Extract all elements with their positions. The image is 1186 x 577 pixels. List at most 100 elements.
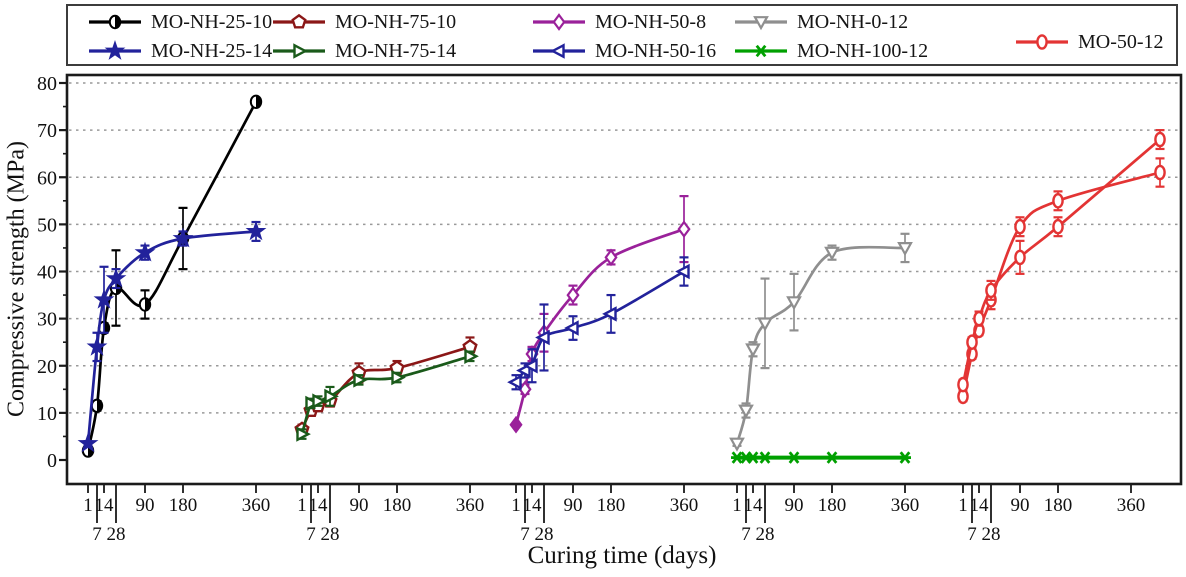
marker-triangle-down-icon bbox=[745, 343, 761, 358]
mo-nh-75-10-marker-icon bbox=[273, 13, 325, 29]
x-tick-label: 1 bbox=[511, 495, 521, 516]
marker-diamond-icon bbox=[552, 13, 566, 31]
marker-star-icon bbox=[172, 227, 194, 248]
y-axis-title: Compressive strength (MPa) bbox=[3, 141, 30, 417]
y-tick-label: 60 bbox=[37, 167, 57, 189]
marker-triangle-left-icon bbox=[523, 358, 538, 374]
x-axis-title: Curing time (days) bbox=[527, 542, 717, 569]
marker-ellipse-icon bbox=[966, 334, 978, 351]
marker-triangle-left-icon bbox=[675, 263, 690, 280]
series-line bbox=[86, 230, 257, 444]
x-tick-label: 28 bbox=[321, 524, 340, 545]
marker-triangle-left-icon bbox=[602, 306, 617, 322]
marker-triangle-right-icon bbox=[312, 393, 327, 409]
x-tick-label: 1 bbox=[83, 495, 93, 516]
x-tick-label: 360 bbox=[1117, 495, 1146, 516]
x-tick-label: 1 bbox=[958, 495, 968, 516]
legend-label: MO-NH-50-16 bbox=[595, 39, 717, 62]
marker-asterisk-icon bbox=[899, 451, 911, 464]
marker-triangle-left-icon bbox=[550, 43, 565, 59]
marker-triangle-left-icon bbox=[507, 374, 522, 390]
marker-diamond-icon bbox=[566, 286, 580, 304]
x-tick-label: 360 bbox=[891, 495, 920, 516]
y-tick-label: 70 bbox=[37, 120, 57, 142]
legend-label: MO-NH-25-10 bbox=[151, 10, 273, 33]
marker-ellipse-icon bbox=[1052, 192, 1064, 209]
marker-star-icon bbox=[245, 220, 267, 241]
marker-star-icon bbox=[134, 241, 156, 262]
mo-nh-25-14-marker-icon bbox=[89, 40, 141, 60]
x-tick-label: 180 bbox=[383, 495, 412, 516]
x-axis-ticks: 1 7 14 28 90 180 360 1 7 14 28 90 180 360 1 7 14 28 90 180 3… bbox=[83, 484, 1145, 545]
marker-half-circle-icon bbox=[138, 297, 152, 312]
x-tick-label: 90 bbox=[785, 495, 804, 516]
mo-nh-75-14-marker-icon bbox=[273, 43, 325, 59]
x-tick-label: 90 bbox=[136, 495, 155, 516]
legend-label: MO-NH-25-14 bbox=[151, 39, 273, 62]
marker-ellipse-icon bbox=[1154, 164, 1166, 181]
x-tick-label: 90 bbox=[564, 495, 583, 516]
legend-entry-mo-nh-100-12: MO-NH-100-12 bbox=[732, 38, 928, 64]
x-tick-label: 14 bbox=[744, 495, 764, 516]
marker-asterisk-icon bbox=[755, 44, 767, 58]
marker-ellipse-icon bbox=[1052, 218, 1064, 235]
x-tick-label: 14 bbox=[309, 495, 329, 516]
marker-triangle-down-icon bbox=[824, 246, 840, 261]
marker-triangle-right-icon bbox=[293, 43, 308, 59]
marker-triangle-left-icon bbox=[564, 320, 579, 336]
marker-ellipse-icon bbox=[1036, 34, 1048, 50]
series-mo-nh-50-16-6 bbox=[507, 256, 690, 391]
marker-triangle-down-icon bbox=[897, 242, 913, 257]
x-tick-label: 180 bbox=[818, 495, 847, 516]
marker-pentagon-icon bbox=[291, 13, 307, 29]
y-tick-label: 10 bbox=[37, 403, 57, 425]
marker-ellipse-icon bbox=[1154, 131, 1166, 148]
x-tick-label: 7 bbox=[741, 524, 751, 545]
series-line bbox=[961, 138, 1161, 385]
mo-nh-100-12-marker-icon bbox=[735, 44, 787, 58]
marker-half-circle-icon bbox=[97, 320, 111, 336]
plot-frame bbox=[65, 73, 1183, 486]
legend-entry-mo-nh-75-14: MO-NH-75-14 bbox=[270, 38, 456, 64]
series-mo-nh-50-8-2 bbox=[509, 195, 691, 434]
y-tick-label: 20 bbox=[37, 356, 57, 378]
series-mo-nh-100-12-7 bbox=[731, 451, 911, 464]
legend-label: MO-NH-0-12 bbox=[797, 10, 909, 33]
marker-triangle-down-icon bbox=[786, 296, 802, 311]
series-mo-nh-75-10-1 bbox=[294, 336, 478, 436]
gridlines bbox=[69, 82, 1179, 414]
marker-triangle-left-icon bbox=[535, 329, 550, 346]
mo-nh-25-10-marker-icon bbox=[89, 14, 141, 30]
y-tick-label: 80 bbox=[37, 73, 57, 95]
legend-entry-mo-50-12: MO-50-12 bbox=[1013, 29, 1164, 55]
x-tick-label: 360 bbox=[456, 495, 485, 516]
marker-triangle-down-icon bbox=[729, 437, 745, 452]
legend-label: MO-NH-50-8 bbox=[595, 10, 707, 33]
legend-entry-mo-nh-25-10: MO-NH-25-10 bbox=[86, 9, 272, 35]
marker-diamond-icon bbox=[509, 415, 523, 434]
marker-triangle-right-icon bbox=[353, 372, 368, 388]
legend-entry-mo-nh-75-10: MO-NH-75-10 bbox=[270, 9, 456, 35]
y-tick-label: 30 bbox=[37, 309, 57, 331]
y-tick-label: 50 bbox=[37, 214, 57, 236]
series-mo-nh-0-12-3 bbox=[729, 232, 913, 452]
series-mo-nh-25-14-4 bbox=[77, 220, 267, 453]
legend: MO-NH-25-10 MO-NH-75-10 MO-NH-50-8 MO-NH-0-… bbox=[66, 4, 1178, 66]
marker-triangle-down-icon bbox=[738, 404, 754, 419]
legend-label: MO-NH-100-12 bbox=[797, 39, 929, 62]
legend-entry-mo-nh-0-12: MO-NH-0-12 bbox=[732, 9, 908, 35]
marker-ellipse-icon bbox=[1014, 218, 1026, 235]
mo-nh-50-8-marker-icon bbox=[533, 13, 585, 31]
x-tick-label: 7 bbox=[306, 524, 316, 545]
marker-ellipse-icon bbox=[1014, 249, 1026, 266]
marker-asterisk-icon bbox=[759, 451, 771, 464]
x-tick-label: 14 bbox=[95, 495, 115, 516]
x-tick-label: 1 bbox=[732, 495, 742, 516]
x-tick-label: 28 bbox=[756, 524, 775, 545]
series-mo-50-12-9 bbox=[957, 129, 1166, 393]
legend-label: MO-NH-75-14 bbox=[335, 39, 457, 62]
marker-ellipse-icon bbox=[957, 376, 969, 393]
x-tick-label: 7 bbox=[967, 524, 977, 545]
marker-star-icon bbox=[104, 40, 126, 60]
